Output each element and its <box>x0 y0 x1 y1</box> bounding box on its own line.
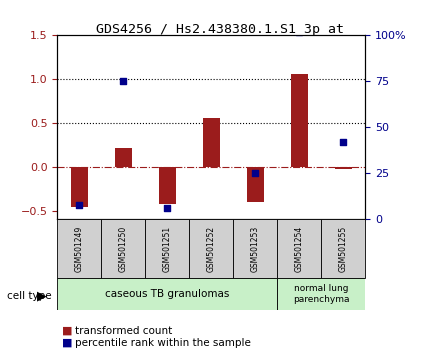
Bar <box>115 148 132 167</box>
Bar <box>57 278 277 310</box>
Bar <box>57 219 101 278</box>
Text: ■: ■ <box>62 326 72 336</box>
Text: GSM501254: GSM501254 <box>295 225 304 272</box>
Bar <box>145 219 189 278</box>
Text: GSM501253: GSM501253 <box>251 225 260 272</box>
Text: percentile rank within the sample: percentile rank within the sample <box>75 338 251 348</box>
Bar <box>335 167 352 169</box>
Text: ▶: ▶ <box>37 289 46 302</box>
Bar <box>159 167 176 204</box>
Text: GSM501249: GSM501249 <box>75 225 84 272</box>
Point <box>164 206 171 211</box>
Point <box>120 79 127 84</box>
Text: GSM501250: GSM501250 <box>119 225 128 272</box>
Bar <box>277 278 365 310</box>
Bar <box>189 219 233 278</box>
Bar <box>247 167 264 202</box>
Text: GDS4256 / Hs2.438380.1.S1_3p_at: GDS4256 / Hs2.438380.1.S1_3p_at <box>96 23 344 36</box>
Text: caseous TB granulomas: caseous TB granulomas <box>105 289 229 299</box>
Text: normal lung
parenchyma: normal lung parenchyma <box>293 284 349 303</box>
Text: GSM501252: GSM501252 <box>207 225 216 272</box>
Text: transformed count: transformed count <box>75 326 172 336</box>
Text: cell type: cell type <box>7 291 51 301</box>
Text: GSM501255: GSM501255 <box>339 225 348 272</box>
Text: GSM501251: GSM501251 <box>163 225 172 272</box>
Bar <box>321 219 365 278</box>
Point <box>252 171 259 176</box>
Point <box>340 139 347 145</box>
Point <box>76 202 83 207</box>
Bar <box>277 219 321 278</box>
Bar <box>291 74 308 167</box>
Point <box>296 29 303 35</box>
Point <box>208 22 215 27</box>
Bar <box>203 118 220 167</box>
Text: ■: ■ <box>62 338 72 348</box>
Bar <box>71 167 88 207</box>
Bar <box>101 219 145 278</box>
Bar <box>233 219 277 278</box>
